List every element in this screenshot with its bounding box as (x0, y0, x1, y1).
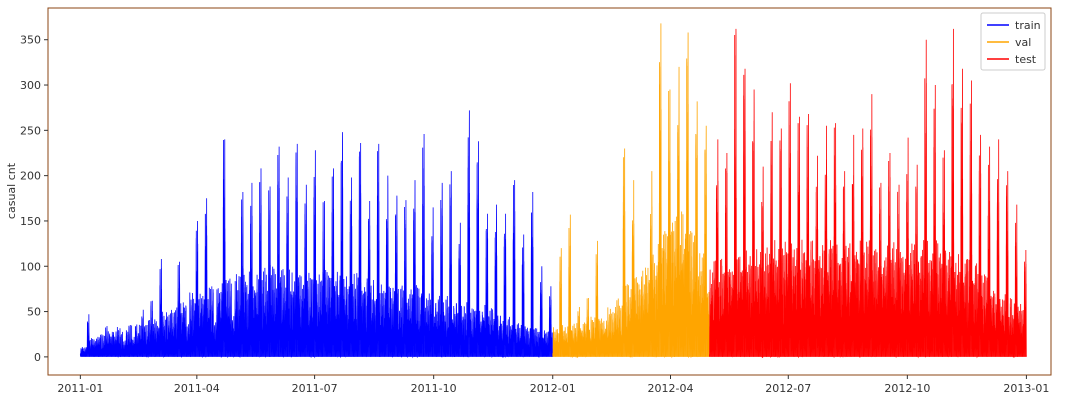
x-tick-label: 2011-01 (57, 382, 103, 395)
y-tick-label: 250 (20, 124, 41, 137)
legend-label-train: train (1015, 19, 1041, 32)
x-tick-label: 2011-10 (411, 382, 457, 395)
legend-box (980, 12, 1046, 71)
x-tick-label: 2012-10 (884, 382, 930, 395)
legend-label-test: test (1015, 53, 1037, 66)
x-tick-label: 2012-01 (530, 382, 576, 395)
y-axis: 0 50 100 150 200 250 300 350 (20, 34, 48, 364)
y-tick-label: 0 (34, 351, 41, 364)
plot-series-group (79, 23, 1027, 359)
plot-frame (47, 7, 1052, 376)
y-tick-label: 350 (20, 34, 41, 47)
y-tick-label: 200 (20, 170, 41, 183)
x-tick-label: 2011-04 (174, 382, 220, 395)
y-tick-label: 100 (20, 260, 41, 273)
series-line-test (708, 28, 1027, 359)
series-line-val (552, 23, 710, 359)
x-tick-label: 2012-07 (765, 382, 811, 395)
legend-label-val: val (1015, 36, 1031, 49)
y-tick-label: 150 (20, 215, 41, 228)
x-axis: 2011-01 2011-04 2011-07 2011-10 2012-01 2012-… (57, 375, 1049, 395)
legend: train val test (980, 12, 1046, 71)
y-tick-label: 300 (20, 79, 41, 92)
x-tick-label: 2011-07 (292, 382, 338, 395)
y-axis-label: casual cnt (5, 162, 18, 219)
x-tick-label: 2012-04 (648, 382, 694, 395)
series-line-train (79, 110, 554, 359)
y-tick-label: 50 (27, 306, 41, 319)
x-tick-label: 2013-01 (1003, 382, 1049, 395)
